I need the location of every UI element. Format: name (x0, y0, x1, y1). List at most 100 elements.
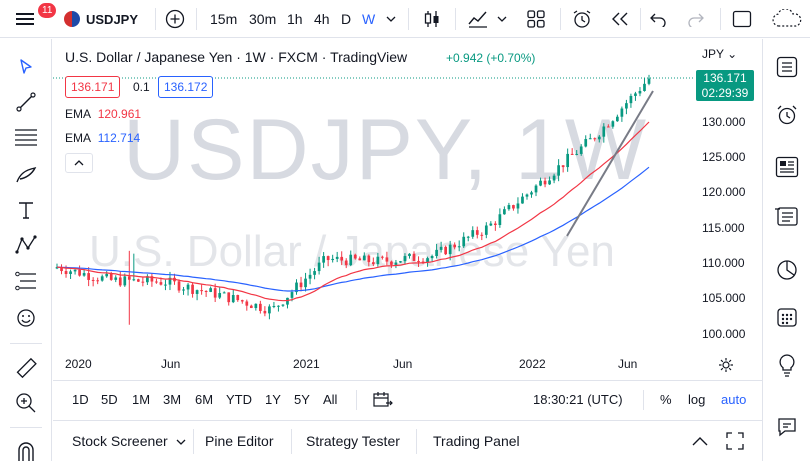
alerts-panel-button[interactable] (771, 99, 803, 131)
timeframe-15m[interactable]: 15m (210, 11, 238, 27)
fib-retracement-tool[interactable] (10, 121, 42, 153)
alarm-clock-icon (573, 10, 591, 28)
timeframe-dropdown[interactable] (385, 0, 397, 38)
tab-pine-editor[interactable]: Pine Editor (205, 433, 274, 449)
timeframe-1h[interactable]: 1h (287, 11, 303, 27)
candle-body (602, 126, 606, 137)
trendline-drawing[interactable] (566, 90, 654, 237)
ideas-button[interactable] (771, 349, 803, 381)
candle-body (249, 305, 253, 309)
fullscreen-toggle-button[interactable] (730, 0, 754, 38)
news-button[interactable] (771, 151, 803, 183)
auto-scale-toggle[interactable]: auto (721, 392, 747, 407)
price-label: 125.000 (702, 150, 746, 164)
redo-button[interactable] (684, 0, 708, 38)
timeframe-w[interactable]: W (362, 11, 376, 27)
chart-legend-title[interactable]: U.S. Dollar / Japanese Yen · 1W · FXCM ·… (65, 49, 408, 65)
tab-stock-screener[interactable]: Stock Screener (72, 433, 186, 449)
text-t-icon (19, 202, 33, 219)
legend-collapse-button[interactable] (65, 153, 93, 173)
timeframe-4h[interactable]: 4h (314, 11, 330, 27)
rewind-icon (612, 12, 628, 26)
cloud-save-button[interactable] (768, 0, 808, 38)
indicators-dropdown[interactable] (496, 0, 508, 38)
symbol-search-button[interactable]: USDJPY (64, 0, 138, 38)
spread-value: 0.1 (133, 80, 150, 94)
range-3m[interactable]: 3M (163, 392, 182, 407)
smiley-icon (17, 309, 35, 327)
range-all[interactable]: All (323, 392, 338, 407)
chart-type-button[interactable] (420, 0, 444, 38)
hotlists-button[interactable] (771, 254, 803, 286)
candle-body (295, 282, 298, 293)
prediction-tool[interactable] (10, 265, 42, 297)
calendar-button[interactable] (771, 301, 803, 333)
range-1m[interactable]: 1M (132, 392, 151, 407)
candle-body (367, 255, 371, 263)
range-ytd[interactable]: YTD (226, 392, 252, 407)
candle-body (64, 271, 68, 275)
candle-body (322, 256, 325, 263)
range-1d[interactable]: 1D (72, 392, 89, 407)
undo-button[interactable] (646, 0, 670, 38)
price-axis[interactable]: JPY ⌄ 136.171 02:29:39 130.000 125.000 1… (694, 39, 761, 378)
watchlist-button[interactable] (771, 51, 803, 83)
currency-selector[interactable]: JPY ⌄ (702, 47, 738, 61)
tab-strategy-tester[interactable]: Strategy Tester (306, 433, 400, 449)
brush-tool[interactable] (10, 158, 42, 190)
candle-body (240, 300, 244, 302)
expand-icon (726, 432, 744, 450)
pattern-tool[interactable] (10, 229, 42, 261)
range-1y[interactable]: 1Y (265, 392, 281, 407)
compare-add-button[interactable] (163, 0, 187, 38)
candle-body (403, 256, 407, 262)
range-5d[interactable]: 5D (101, 392, 118, 407)
ema-slow-legend[interactable]: EMA 112.714 (65, 131, 140, 145)
sell-price-button[interactable]: 136.171 (65, 76, 121, 98)
candle-body (521, 196, 524, 204)
text-tool[interactable] (10, 194, 42, 226)
data-window-button[interactable] (771, 200, 803, 232)
measure-tool[interactable] (10, 352, 42, 384)
trend-line-tool[interactable] (10, 86, 42, 118)
main-menu-button[interactable]: 11 (8, 0, 57, 38)
price-plot[interactable] (53, 39, 694, 378)
chart-pane[interactable]: USDJPY, 1W U.S. Dollar / Japanese Yen U.… (53, 39, 761, 378)
layout-button[interactable] (524, 0, 548, 38)
zoom-tool[interactable] (10, 387, 42, 419)
log-scale-toggle[interactable]: log (688, 392, 706, 407)
goto-date-button[interactable] (373, 391, 393, 414)
candle-body (548, 180, 551, 185)
candle-body (186, 284, 190, 290)
candle-body (344, 260, 348, 266)
range-6m[interactable]: 6M (195, 392, 214, 407)
candle-body (394, 262, 398, 265)
candle-body (381, 256, 384, 258)
buy-price-button[interactable]: 136.172 (158, 76, 214, 98)
candle-body (498, 214, 502, 226)
alert-button[interactable] (570, 0, 594, 38)
redo-icon (688, 13, 704, 27)
candle-body (326, 256, 330, 261)
replay-button[interactable] (608, 0, 632, 38)
cursor-tool[interactable] (10, 51, 42, 83)
icons-tool[interactable] (10, 302, 42, 334)
candle-body (335, 256, 339, 259)
magnet-tool[interactable] (10, 435, 42, 461)
top-toolbar: 11 USDJPY 15m 30m 1h 4h D W (0, 0, 810, 38)
calendar-icon (777, 308, 797, 327)
timeframe-d[interactable]: D (341, 11, 352, 27)
percent-scale-toggle[interactable]: % (660, 392, 672, 407)
indicators-button[interactable] (466, 0, 490, 38)
tab-trading-panel[interactable]: Trading Panel (433, 433, 520, 449)
ema-slow-label: EMA (65, 131, 91, 145)
timeframe-30m[interactable]: 30m (249, 11, 277, 27)
candle-body (439, 246, 443, 250)
ema-fast-legend[interactable]: EMA 120.961 (65, 107, 141, 121)
panel-fullscreen-button[interactable] (726, 432, 744, 455)
chats-button[interactable] (771, 411, 803, 443)
chart-settings-button[interactable] (718, 357, 734, 378)
range-5y[interactable]: 5Y (294, 392, 310, 407)
utc-clock[interactable]: 18:30:21 (UTC) (533, 392, 623, 407)
panel-maximize-button[interactable] (691, 434, 709, 452)
